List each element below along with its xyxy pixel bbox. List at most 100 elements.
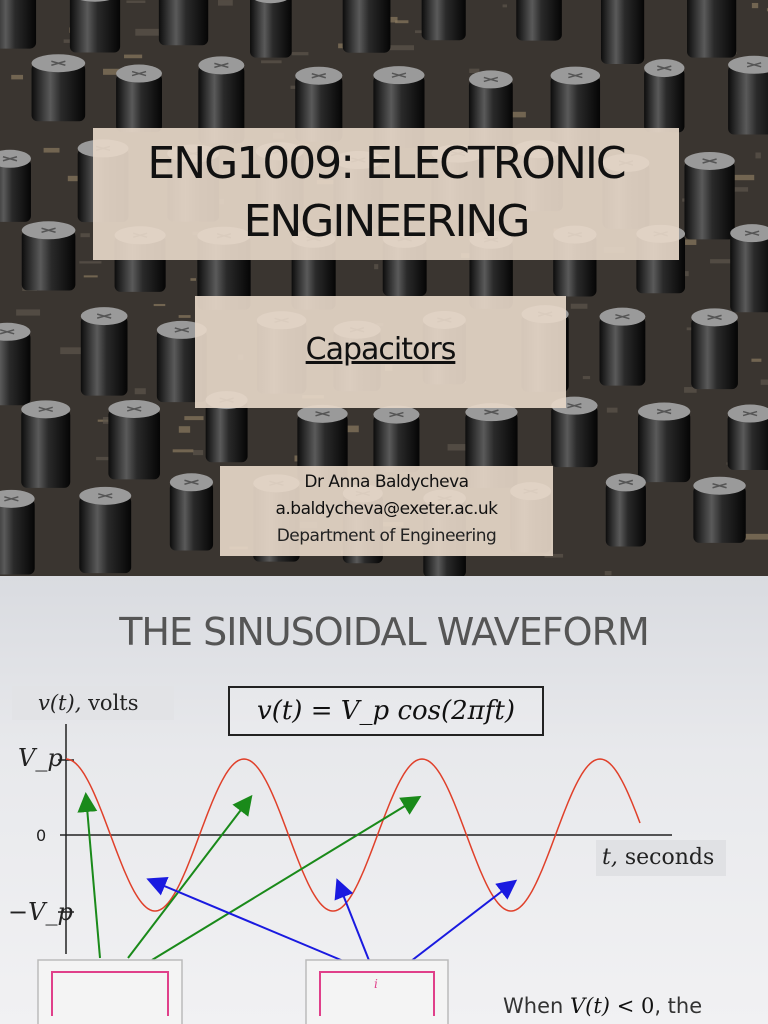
capacitor-icon xyxy=(80,316,128,396)
capacitor-icon xyxy=(31,63,86,122)
slide-title-line1: ENG1009: ELECTRONIC xyxy=(147,138,626,189)
pcb-trace xyxy=(190,278,197,281)
capacitor-top xyxy=(730,224,768,243)
capacitor-vent xyxy=(389,411,404,418)
note-relation: < 0 xyxy=(616,994,655,1018)
pcb-trace xyxy=(124,54,143,59)
capacitor-vent xyxy=(391,72,407,78)
pcb-trace xyxy=(126,0,146,3)
y-axis-label: v(t), volts xyxy=(12,686,174,720)
pcb-trace xyxy=(261,60,282,64)
author-department: Department of Engineering xyxy=(276,526,497,546)
capacitor-vent xyxy=(0,329,15,335)
negative-arrow xyxy=(334,878,373,969)
pcb-trace xyxy=(346,425,359,433)
pcb-trace xyxy=(710,259,735,264)
pcb-trace xyxy=(178,426,191,433)
capacitor-vent xyxy=(51,60,66,66)
pcb-trace xyxy=(193,450,204,456)
capacitor-icon xyxy=(605,482,646,547)
pcb-trace xyxy=(217,0,233,6)
capacitor-icon xyxy=(108,408,161,480)
capacitor-vent xyxy=(214,62,229,69)
capacitor-top xyxy=(0,489,35,508)
pcb-trace xyxy=(60,347,85,355)
pcb-trace xyxy=(604,570,612,576)
pcb-trace xyxy=(766,8,768,12)
pcb-trace xyxy=(184,416,204,421)
author-name: Dr Anna Baldycheva xyxy=(304,472,469,492)
capacitor-vent xyxy=(615,313,630,320)
capacitor-icon xyxy=(693,485,746,543)
capacitor-icon xyxy=(0,331,31,406)
equation-box: v(t) = V_p cos(2πft) xyxy=(228,686,544,736)
capacitor-vent xyxy=(311,73,326,79)
circuit-thumb-negative xyxy=(305,959,449,1024)
pcb-trace xyxy=(67,175,83,182)
capacitor-icon xyxy=(342,0,391,53)
capacitor-icon xyxy=(21,409,71,488)
capacitor-icon xyxy=(295,75,343,142)
capacitor-vent xyxy=(2,156,18,162)
x-axis-label-unit: seconds xyxy=(624,845,715,870)
pcb-trace xyxy=(760,379,768,385)
capacitor-icon xyxy=(69,0,121,53)
capacitor-vent xyxy=(712,483,727,489)
capacitor-vent xyxy=(483,76,499,83)
pcb-trace xyxy=(582,376,591,380)
capacitor-vent xyxy=(96,313,112,319)
pcb-trace xyxy=(103,68,128,75)
current-loop-negative xyxy=(319,971,435,1016)
pcb-trace xyxy=(502,111,526,118)
capacitor-top xyxy=(0,149,31,168)
pcb-trace xyxy=(83,275,98,278)
positive-arrow xyxy=(127,794,253,959)
capacitor-icon xyxy=(373,414,420,473)
capacitor-vent xyxy=(131,70,147,77)
pcb-trace xyxy=(684,387,697,393)
pcb-trace xyxy=(729,174,755,181)
pcb-trace xyxy=(172,449,194,453)
capacitor-vent xyxy=(126,406,142,412)
capacitor-icon xyxy=(21,230,76,291)
capacitor-icon xyxy=(250,0,292,58)
capacitor-icon xyxy=(727,413,768,470)
capacitor-icon xyxy=(684,160,735,240)
negative-arrow xyxy=(401,879,518,969)
capacitor-vent xyxy=(184,479,199,486)
capacitor-vent xyxy=(657,65,672,71)
pcb-trace xyxy=(395,20,409,24)
pcb-trace xyxy=(16,309,41,316)
y-axis-label-unit: volts xyxy=(88,691,139,715)
pcb-trace xyxy=(291,52,309,56)
current-label: i xyxy=(374,977,378,991)
capacitor-top xyxy=(0,322,31,341)
capacitor-icon xyxy=(156,329,207,403)
note-suffix: , the xyxy=(654,994,703,1018)
capacitor-icon xyxy=(198,65,245,144)
capacitor-top xyxy=(80,0,110,2)
capacitor-vent xyxy=(567,402,582,409)
negative-arrow xyxy=(146,876,361,969)
waveform-plot: i xyxy=(37,724,672,1024)
title-panel: ENG1009: ELECTRONIC ENGINEERING xyxy=(93,128,679,260)
pcb-trace xyxy=(606,407,618,413)
capacitor-vent xyxy=(618,479,634,486)
waveform-slide-title: THE SINUSOIDAL WAVEFORM xyxy=(119,610,650,654)
waveform-slide: THE SINUSOIDAL WAVEFORM i v(t), volts v(… xyxy=(0,576,768,1024)
pcb-trace xyxy=(153,303,166,307)
capacitor-icon xyxy=(0,498,35,575)
capacitor-icon xyxy=(687,0,737,58)
capacitor-icon xyxy=(637,411,691,483)
capacitor-vent xyxy=(707,314,722,321)
pcb-trace xyxy=(178,315,191,318)
capacitor-vent xyxy=(174,327,190,333)
pcb-trace xyxy=(469,68,480,73)
capacitor-icon xyxy=(551,405,598,468)
pcb-trace xyxy=(686,327,693,331)
capacitor-icon xyxy=(205,400,248,463)
pcb-trace xyxy=(570,303,588,309)
capacitor-icon xyxy=(0,158,31,222)
x-axis-label: t, seconds xyxy=(596,840,726,876)
pcb-trace xyxy=(43,147,60,153)
